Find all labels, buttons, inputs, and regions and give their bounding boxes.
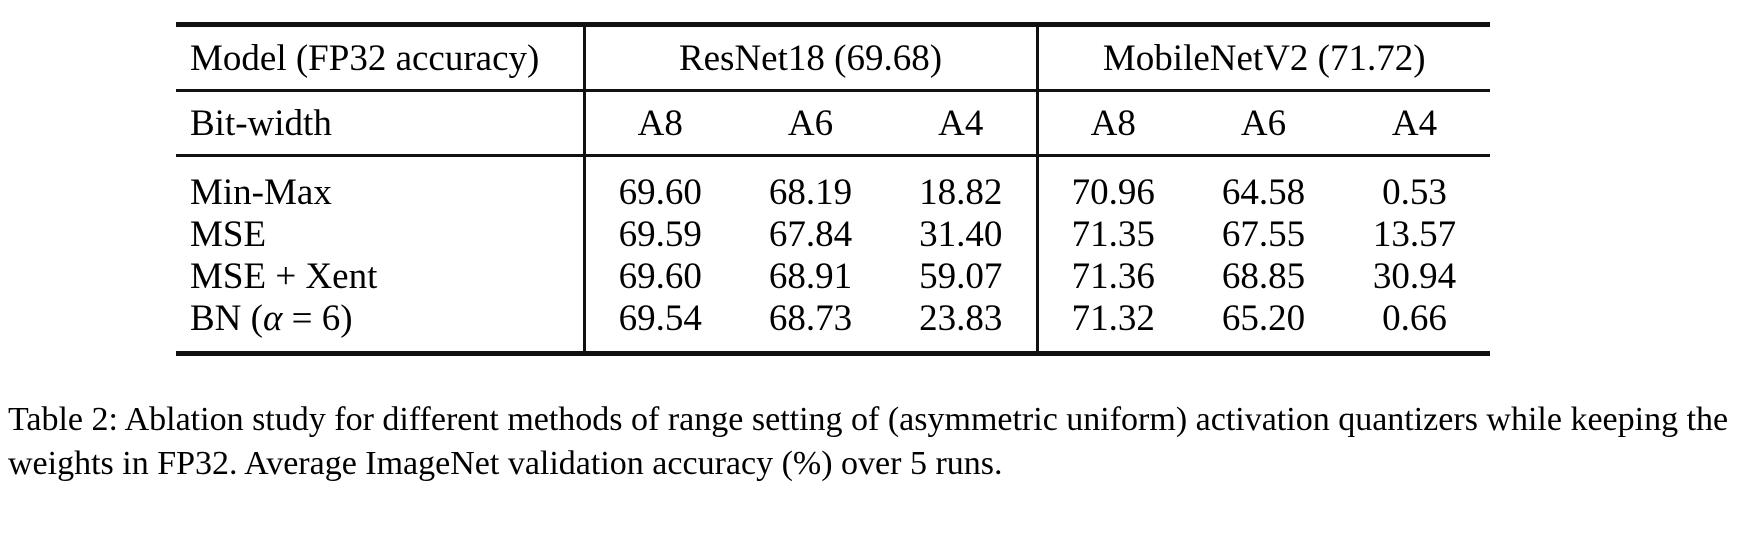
cell-value: 0.66 bbox=[1382, 297, 1447, 339]
header-bitwidth-label: Bit-width bbox=[190, 102, 332, 144]
cell-value: 68.85 bbox=[1221, 255, 1306, 297]
alpha-symbol: α bbox=[262, 297, 283, 339]
cell-value: 18.82 bbox=[919, 171, 1003, 213]
table-row: Min-Max 69.60 68.19 18.82 70.96 64.58 0.… bbox=[176, 157, 1490, 213]
header-col-a8-resnet: A8 bbox=[582, 92, 735, 156]
cell-value: 69.60 bbox=[582, 255, 735, 297]
header-col-a8-mobilenet: A8 bbox=[1035, 92, 1188, 156]
cell-value: 30.94 bbox=[1372, 255, 1457, 297]
results-table-container: Model (FP32 accuracy) ResNet18 (69.68) M… bbox=[176, 22, 1490, 358]
cell-value: 68.19 bbox=[768, 171, 853, 213]
cell-value: 23.83 bbox=[919, 297, 1003, 339]
row-label-min-max: Min-Max bbox=[190, 171, 332, 213]
cell-value: 71.35 bbox=[1035, 213, 1188, 255]
cell-value: 71.32 bbox=[1035, 297, 1188, 354]
cell-value: 65.20 bbox=[1221, 297, 1306, 339]
row-label-bn: BN (α = 6) bbox=[176, 297, 584, 354]
table-header-row-bitwidth: Bit-width A8 A6 A4 A8 A6 A4 bbox=[176, 92, 1490, 156]
table-rule-mid-upper bbox=[176, 89, 1490, 93]
header-col-a4-resnet: A4 bbox=[938, 102, 984, 144]
table-row: BN (α = 6) 69.54 68.73 23.83 71.32 65.20… bbox=[176, 297, 1490, 354]
cell-value: 0.53 bbox=[1382, 171, 1447, 213]
cell-value: 68.91 bbox=[768, 255, 853, 297]
cell-value: 67.55 bbox=[1221, 213, 1306, 255]
table-rule-top bbox=[176, 22, 1490, 29]
cell-value: 69.60 bbox=[582, 157, 735, 213]
cell-value: 31.40 bbox=[919, 213, 1003, 255]
caption-label: Table 2: bbox=[8, 401, 118, 438]
cell-value: 64.58 bbox=[1221, 171, 1306, 213]
header-group-resnet18: ResNet18 (69.68) bbox=[582, 27, 1037, 91]
cell-value: 68.73 bbox=[768, 297, 853, 339]
header-col-a4-mobilenet: A4 bbox=[1391, 102, 1438, 144]
row-label-mse: MSE bbox=[190, 213, 267, 255]
table-rule-bottom bbox=[176, 351, 1490, 358]
table-row: MSE + Xent 69.60 68.91 59.07 71.36 68.85… bbox=[176, 255, 1490, 297]
cell-value: 69.54 bbox=[582, 297, 735, 354]
cell-value: 71.36 bbox=[1035, 255, 1188, 297]
results-table: Model (FP32 accuracy) ResNet18 (69.68) M… bbox=[176, 22, 1490, 358]
header-col-a6-mobilenet: A6 bbox=[1240, 102, 1287, 144]
header-group-mobilenetv2: MobileNetV2 (71.72) bbox=[1035, 27, 1490, 91]
header-model-label: Model (FP32 accuracy) bbox=[190, 37, 540, 79]
cell-value: 59.07 bbox=[919, 255, 1003, 297]
header-col-a6-resnet: A6 bbox=[787, 102, 834, 144]
table-rule-mid-lower bbox=[176, 154, 1490, 158]
table-header-row-models: Model (FP32 accuracy) ResNet18 (69.68) M… bbox=[176, 27, 1490, 91]
table-caption: Table 2: Ablation study for different me… bbox=[8, 398, 1730, 486]
cell-value: 67.84 bbox=[768, 213, 853, 255]
caption-text: Ablation study for different methods of … bbox=[8, 401, 1729, 483]
cell-value: 13.57 bbox=[1372, 213, 1457, 255]
cell-value: 69.59 bbox=[582, 213, 735, 255]
row-label-mse-xent: MSE + Xent bbox=[190, 255, 378, 297]
row-label-bn-prefix: BN ( bbox=[190, 297, 263, 339]
cell-value: 70.96 bbox=[1035, 157, 1188, 213]
table-row: MSE 69.59 67.84 31.40 71.35 67.55 13.57 bbox=[176, 213, 1490, 255]
row-label-bn-suffix: = 6) bbox=[282, 297, 353, 339]
